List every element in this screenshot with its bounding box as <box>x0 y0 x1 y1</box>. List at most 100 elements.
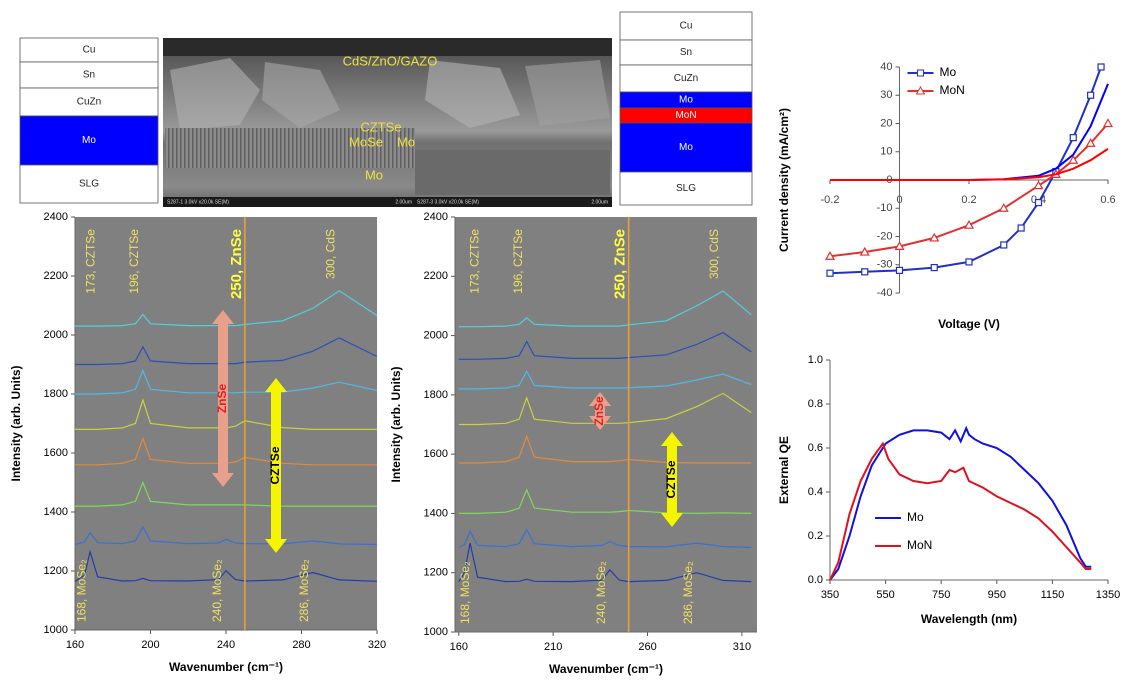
y-tick-label: -20 <box>877 230 893 242</box>
marker <box>895 266 904 274</box>
layer <box>19 164 159 204</box>
x-axis-title: Voltage (V) <box>938 317 1000 331</box>
layer-label: Mo <box>82 135 96 146</box>
series-line <box>458 542 752 583</box>
sem-footer: S287-1 3.0kV x20.0k SE(M) <box>167 199 229 205</box>
layer <box>19 61 159 89</box>
legend-marker <box>917 69 924 77</box>
x-tick-label: 160 <box>450 641 468 653</box>
layer <box>19 87 159 117</box>
arrow-label: CZTSe <box>268 446 282 484</box>
x-tick-label: 550 <box>876 589 894 601</box>
layer-label: Cu <box>680 21 693 32</box>
series-line <box>458 392 752 426</box>
arrow <box>589 392 611 430</box>
layer <box>619 171 753 206</box>
peak-label: 250, ZnSe <box>612 229 629 299</box>
y-tick-label: 30 <box>880 89 892 101</box>
legend-marker <box>915 85 926 95</box>
sem-label: MoSe <box>349 134 383 149</box>
x-tick-label: 350 <box>821 589 839 601</box>
y-tick-label: 1400 <box>44 506 68 518</box>
y-tick-label: 2000 <box>424 329 448 341</box>
sem-label: Mo <box>397 134 415 149</box>
sem-footer: 2.00um <box>591 199 608 205</box>
series-line <box>829 66 1102 275</box>
layer <box>19 37 159 63</box>
x-axis-title: Wavelength (nm) <box>921 612 1017 626</box>
legend-label: MoN <box>907 538 932 552</box>
x-tick-label: 1150 <box>1041 589 1065 601</box>
layer-label: Mo <box>679 95 693 106</box>
layer <box>619 11 753 41</box>
marker <box>929 232 940 242</box>
marker <box>861 268 869 276</box>
series-line <box>75 436 377 466</box>
peak-label: 196, CZTSe <box>511 229 525 294</box>
peak-label: 168, MoSe₂ <box>458 561 472 624</box>
y-tick-label: 40 <box>880 61 892 73</box>
marker <box>1085 138 1096 147</box>
arrow <box>212 310 234 487</box>
x-tick-label: 200 <box>141 639 159 651</box>
series-line <box>74 549 378 582</box>
marker <box>963 219 975 229</box>
layer-label: SLG <box>676 183 696 194</box>
y-axis-title: Current density (mA/cm²) <box>777 108 791 252</box>
y-tick-label: 1.0 <box>808 354 823 366</box>
marker <box>1102 118 1114 128</box>
legend-label: Mo <box>940 65 957 79</box>
peak-label: 173, CZTSe <box>84 229 98 294</box>
y-axis-title: Intensity (arb. Units) <box>389 366 403 482</box>
peak-label: 173, CZTSe <box>467 229 481 294</box>
peak-label: 196, CZTSe <box>127 229 141 294</box>
peak-label: 286, MoSe₂ <box>297 559 311 622</box>
sem-footer: 2.00um <box>395 199 412 205</box>
series-line <box>458 528 752 549</box>
peak-label: 286, MoSe₂ <box>681 561 695 624</box>
peak-label: 240, MoSe₂ <box>210 559 224 622</box>
series-line <box>830 148 1109 181</box>
y-axis-title: Intensity (arb. Units) <box>9 365 23 481</box>
x-tick-label: 260 <box>638 641 656 653</box>
x-tick-label: 160 <box>66 639 84 651</box>
x-axis-title: Wavenumber (cm⁻¹) <box>549 662 663 676</box>
sem-footer: S287-3 3.0kV x20.0k SE(M) <box>417 199 479 205</box>
x-tick-label: 0.6 <box>1100 194 1115 206</box>
peak-label: 300, CdS <box>323 229 337 279</box>
y-tick-label: 0.2 <box>808 530 823 542</box>
x-tick-label: 310 <box>733 641 751 653</box>
layer <box>619 122 753 173</box>
legend-label: Mo <box>907 510 924 524</box>
layer <box>19 115 159 166</box>
x-tick-label: 240 <box>217 639 235 651</box>
marker <box>965 258 973 266</box>
series-line <box>829 441 1092 581</box>
plot-area <box>455 217 757 632</box>
layer-label: Sn <box>680 47 692 58</box>
peak-label: 250, ZnSe <box>228 229 245 299</box>
layer-label: SLG <box>79 179 99 190</box>
marker <box>894 241 905 250</box>
x-tick-label: 1350 <box>1096 589 1120 601</box>
y-tick-label: 1200 <box>44 565 68 577</box>
arrow <box>265 378 287 553</box>
y-axis-title: External QE <box>777 436 791 504</box>
legend-label: MoN <box>940 83 965 97</box>
x-tick-label: 0.2 <box>961 194 976 206</box>
marker <box>1087 91 1095 99</box>
x-tick-label: 750 <box>932 589 950 601</box>
marker <box>1068 155 1079 164</box>
marker <box>998 203 1009 212</box>
marker <box>1034 199 1043 207</box>
sem-image: CdS/ZnO/GAZO CZTSe MoSe Mo Mo S287-1 3.0… <box>163 38 612 207</box>
y-tick-label: -30 <box>877 259 893 271</box>
y-tick-label: 2400 <box>44 211 68 223</box>
y-tick-label: 1200 <box>424 567 448 579</box>
y-tick-label: 1400 <box>424 507 448 519</box>
sem-label: Mo <box>365 167 383 182</box>
arrow-label: CZTSe <box>664 460 678 498</box>
marker <box>859 246 870 256</box>
layer <box>619 64 753 93</box>
